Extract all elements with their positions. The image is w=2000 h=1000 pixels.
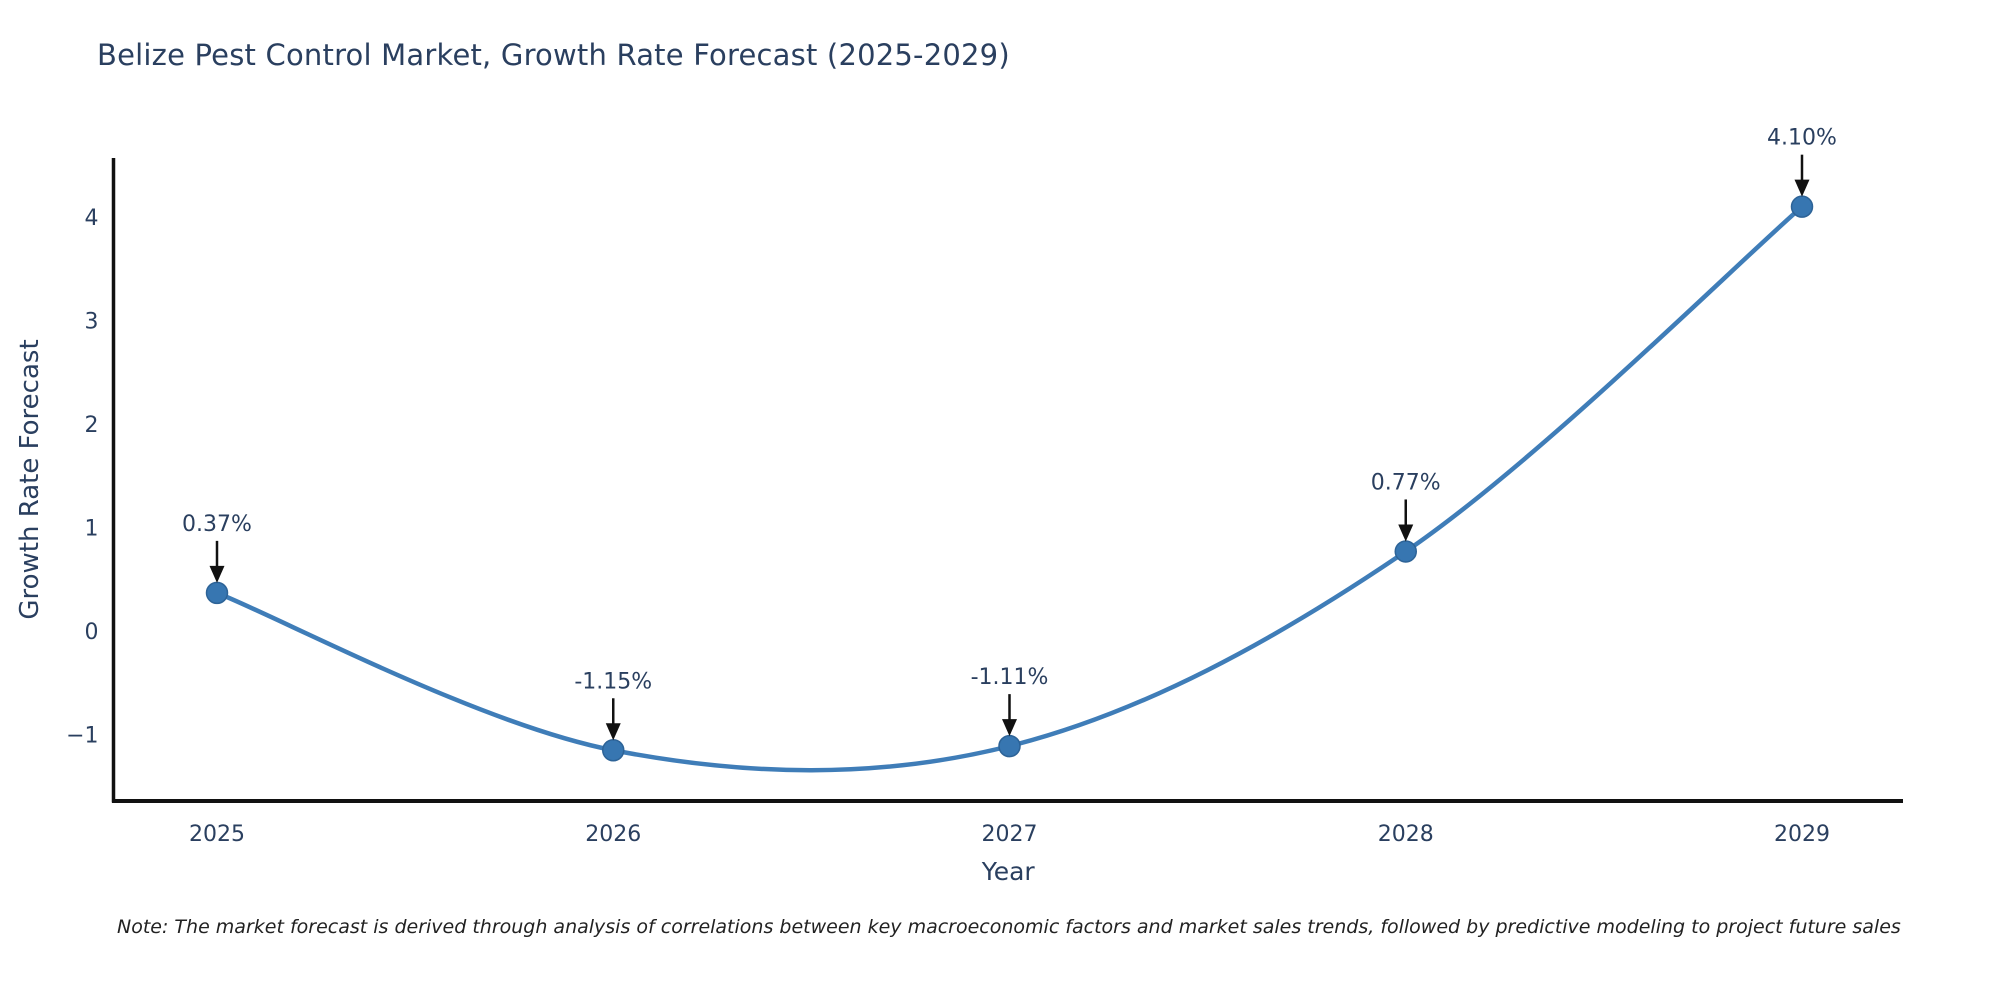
methodology-note: Note: The market forecast is derived thr… — [117, 916, 1901, 938]
annotation-arrow-head — [605, 723, 621, 741]
annotation-arrow-head — [1002, 719, 1017, 737]
x-tick-label: 2028 — [1378, 822, 1434, 847]
chart-title: Belize Pest Control Market, Growth Rate … — [97, 38, 1010, 72]
x-tick-label: 2029 — [1774, 822, 1830, 847]
y-axis-title: Growth Rate Forecast — [15, 339, 45, 619]
data-point-marker-2025[interactable] — [205, 581, 229, 605]
y-tick-label: 4 — [85, 206, 99, 231]
annotation-arrow-head — [1398, 524, 1414, 542]
y-tick-label: 2 — [85, 413, 99, 438]
annotation-label: 4.10% — [1767, 126, 1837, 151]
y-tick-label: 0 — [85, 620, 99, 645]
data-point-marker-2026[interactable] — [602, 739, 625, 762]
data-point-marker-2028[interactable] — [1394, 540, 1417, 563]
y-tick-label: 3 — [85, 310, 99, 335]
x-tick-label: 2026 — [585, 822, 641, 847]
annotation-arrow-head — [209, 565, 225, 583]
annotation-label: -1.15% — [574, 669, 652, 694]
x-tick-label: 2025 — [189, 822, 245, 847]
x-axis-title: Year — [981, 857, 1036, 886]
annotation-label: 0.77% — [1371, 470, 1441, 495]
y-tick-label: 1 — [85, 517, 99, 542]
x-tick-label: 2027 — [982, 822, 1038, 847]
data-point-marker-2029[interactable] — [1790, 195, 1814, 218]
annotation-label: 0.37% — [182, 512, 252, 537]
data-point-marker-2027[interactable] — [998, 734, 1021, 758]
y-tick-label: −1 — [66, 724, 98, 749]
annotation-label: -1.11% — [971, 665, 1049, 690]
annotation-arrow-head — [1794, 179, 1810, 197]
